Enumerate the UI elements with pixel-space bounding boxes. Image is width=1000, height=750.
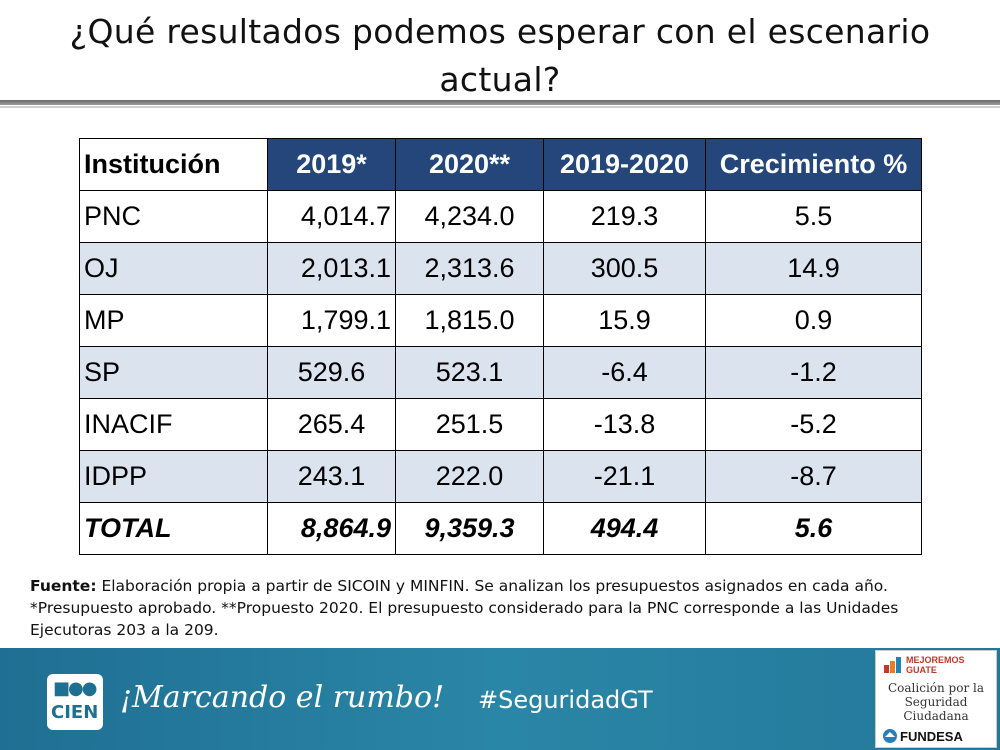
cell-diff: -13.8 xyxy=(543,398,706,451)
fundesa-text: FUNDESA xyxy=(900,729,963,744)
hashtag: #SeguridadGT xyxy=(478,686,653,714)
source-note: Fuente: Elaboración propia a partir de S… xyxy=(30,575,980,641)
cell-institucion: IDPP xyxy=(79,450,268,503)
cell-total-diff: 494.4 xyxy=(543,502,706,555)
cell-growth: 5.5 xyxy=(705,190,922,243)
mejoremos-guate-icon xyxy=(884,657,901,673)
cell-2019: 1,799.1 xyxy=(267,294,396,347)
cell-growth: 14.9 xyxy=(705,242,922,295)
cell-2020: 251.5 xyxy=(395,398,544,451)
cell-institucion: MP xyxy=(79,294,268,347)
slide-title: ¿Qué resultados podemos esperar con el e… xyxy=(69,12,931,99)
fundesa-icon xyxy=(883,729,897,743)
cien-logo: ■●● CIEN xyxy=(47,674,103,730)
slogan: ¡Marcando el rumbo! xyxy=(120,680,445,715)
table-header-row: Institución 2019* 2020** 2019-2020 Creci… xyxy=(79,138,922,191)
cell-2019: 243.1 xyxy=(267,450,396,503)
cell-institucion: OJ xyxy=(79,242,268,295)
table-total-row: TOTAL 8,864.9 9,359.3 494.4 5.6 xyxy=(79,502,922,555)
cell-2019: 529.6 xyxy=(267,346,396,399)
cell-2020: 1,815.0 xyxy=(395,294,544,347)
cell-diff: 15.9 xyxy=(543,294,706,347)
cell-2019: 2,013.1 xyxy=(267,242,396,295)
cell-growth: -5.2 xyxy=(705,398,922,451)
cell-2020: 222.0 xyxy=(395,450,544,503)
cien-logo-text: CIEN xyxy=(51,702,99,723)
coalicion-text: Coalición por la Seguridad Ciudadana xyxy=(887,681,984,723)
cell-institucion: PNC xyxy=(79,190,268,243)
cell-2019: 4,014.7 xyxy=(267,190,396,243)
source-text: Elaboración propia a partir de SICOIN y … xyxy=(30,577,899,639)
table-row: PNC 4,014.7 4,234.0 219.3 5.5 xyxy=(79,190,922,243)
table-row: INACIF 265.4 251.5 -13.8 -5.2 xyxy=(79,398,922,451)
source-label: Fuente: xyxy=(30,577,97,595)
cell-diff: -6.4 xyxy=(543,346,706,399)
cell-total-growth: 5.6 xyxy=(705,502,922,555)
cell-institucion: SP xyxy=(79,346,268,399)
header-institucion: Institución xyxy=(79,138,268,191)
title-divider-shadow xyxy=(0,106,1000,108)
table-row: IDPP 243.1 222.0 -21.1 -8.7 xyxy=(79,450,922,503)
cell-growth: 0.9 xyxy=(705,294,922,347)
coalicion-logo: MEJOREMOS GUATE Coalición por la Segurid… xyxy=(875,650,997,748)
table-row: SP 529.6 523.1 -6.4 -1.2 xyxy=(79,346,922,399)
cell-diff: 219.3 xyxy=(543,190,706,243)
budget-table: Institución 2019* 2020** 2019-2020 Creci… xyxy=(79,138,922,555)
cell-diff: 300.5 xyxy=(543,242,706,295)
cell-2020: 4,234.0 xyxy=(395,190,544,243)
cell-total-label: TOTAL xyxy=(79,502,268,555)
cell-2020: 2,313.6 xyxy=(395,242,544,295)
mejoremos-guate-text: MEJOREMOS GUATE xyxy=(906,655,965,675)
header-crecimiento: Crecimiento % xyxy=(705,138,922,191)
cien-dots-icon: ■●● xyxy=(53,678,97,699)
cell-2020: 523.1 xyxy=(395,346,544,399)
header-2019: 2019* xyxy=(267,138,396,191)
header-2020: 2020** xyxy=(395,138,544,191)
title-divider xyxy=(0,100,1000,105)
cell-growth: -8.7 xyxy=(705,450,922,503)
cell-institucion: INACIF xyxy=(79,398,268,451)
cell-growth: -1.2 xyxy=(705,346,922,399)
cell-total-2019: 8,864.9 xyxy=(267,502,396,555)
cell-total-2020: 9,359.3 xyxy=(395,502,544,555)
footer-bar xyxy=(0,648,1000,750)
cell-2019: 265.4 xyxy=(267,398,396,451)
header-2019-2020: 2019-2020 xyxy=(543,138,706,191)
cell-diff: -21.1 xyxy=(543,450,706,503)
table-row: MP 1,799.1 1,815.0 15.9 0.9 xyxy=(79,294,922,347)
table-row: OJ 2,013.1 2,313.6 300.5 14.9 xyxy=(79,242,922,295)
